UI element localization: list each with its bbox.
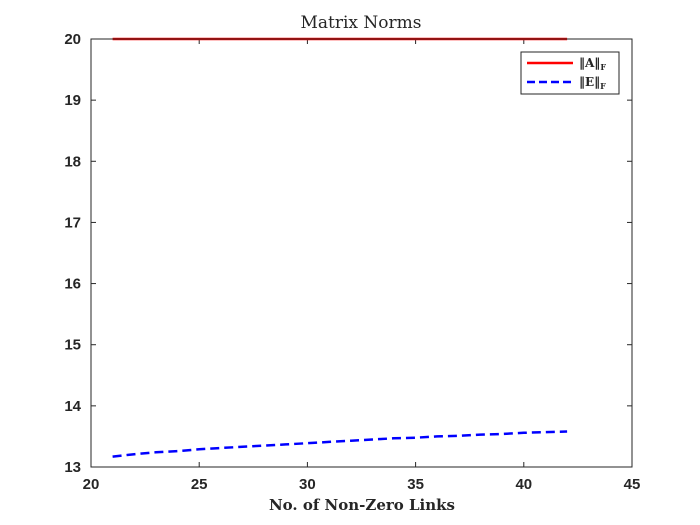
x-tick-label: 30: [299, 476, 316, 493]
legend-label-0: ‖A‖F: [579, 56, 606, 72]
chart-title: Matrix Norms: [300, 13, 421, 33]
legend: ‖A‖F‖E‖F: [520, 51, 620, 95]
legend-label-main: ‖E‖: [579, 75, 600, 89]
series-line-1: [112, 430, 568, 458]
x-tick-label: 35: [407, 476, 424, 493]
y-tick-label: 18: [64, 153, 81, 170]
y-tick-label: 15: [64, 337, 81, 354]
y-tick-label: 14: [64, 398, 81, 415]
legend-label-1: ‖E‖F: [579, 75, 606, 91]
x-tick-label: 40: [515, 476, 532, 493]
y-tick-label: 16: [64, 276, 81, 293]
y-tick-label: 20: [64, 31, 81, 48]
y-tick-label: 13: [64, 459, 81, 476]
legend-label-subscript: F: [600, 62, 606, 72]
legend-label-subscript: F: [600, 81, 606, 91]
x-tick-label: 20: [83, 476, 100, 493]
x-axis-label: No. of Non-Zero Links: [269, 496, 455, 514]
x-tick-label: 25: [191, 476, 208, 493]
plot-area: [91, 39, 632, 467]
axis-ticks: 20 25 30 35 40 45 13 14 15 16 17 18 19 20: [64, 31, 640, 493]
y-tick-label: 19: [64, 92, 81, 109]
legend-label-main: ‖A‖: [579, 56, 600, 70]
legend-box: [520, 51, 620, 95]
y-tick-label: 17: [64, 214, 81, 231]
axes-box: [90, 38, 633, 468]
x-tick-label: 45: [624, 476, 641, 493]
